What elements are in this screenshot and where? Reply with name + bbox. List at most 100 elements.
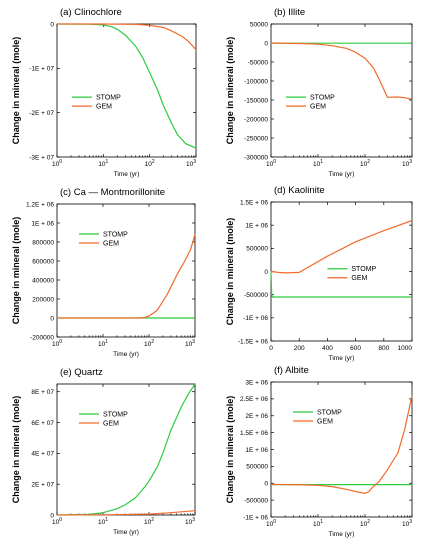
y-tick-label: -2E + 07 [29,110,54,117]
legend-label: GEM [96,104,112,111]
x-tick-label: 101 [98,517,108,526]
series-line-gem [270,42,413,100]
x-tick-label: 102 [145,159,155,168]
y-tick-label: -1E + 06 [243,315,268,322]
x-tick-label: 101 [313,519,323,528]
legend-label: GEM [351,275,367,282]
x-axis-label: Time (yr) [113,529,139,536]
y-tick-label: 4E + 07 [31,451,54,458]
y-tick-label: 0 [50,21,54,28]
x-axis-label: Time (yr) [329,355,355,362]
x-tick-label: 0 [269,345,273,352]
y-tick-label: 3E + 06 [245,379,268,386]
x-tick-label: 102 [144,517,154,526]
y-tick-label: -500000 [244,497,268,504]
y-axis-label: Change in mineral (mole) [225,396,235,504]
plot-frame [270,23,413,158]
series-line-gem [56,510,196,516]
legend-label: STOMP [317,409,342,416]
y-tick-label: 1.5E + 06 [240,199,268,206]
y-tick-label: 1E + 06 [245,447,268,454]
x-tick-label: 400 [322,345,333,352]
y-tick-label: 6E + 07 [31,420,54,427]
legend-label: STOMP [103,231,128,238]
x-tick-label: 100 [52,159,62,168]
x-tick-label: 100 [52,517,62,526]
y-axis-label: Change in mineral (mole) [11,396,21,504]
x-tick-label: 103 [402,159,412,168]
plot-frame [270,201,413,342]
x-tick-label: 200 [294,345,305,352]
y-tick-label: 2E + 06 [245,413,268,420]
x-tick-label: 102 [360,159,370,168]
series-line-gem [57,23,197,51]
y-tick-label: 500000 [246,464,268,471]
x-tick-label: 100 [266,519,276,528]
y-tick-label: -3E + 07 [29,154,54,161]
x-tick-label: 101 [313,159,323,168]
chart-title: (d) Kaolinite [274,185,325,196]
y-tick-label: -500000 [244,292,268,299]
y-tick-label: 50000 [250,21,268,28]
y-axis-label: Change in mineral (mole) [11,37,21,145]
y-tick-label: 0 [50,315,54,322]
series-line-gem [57,234,196,319]
legend: STOMP GEM [79,231,128,247]
legend-label: STOMP [351,266,376,273]
chart-title: (f) Albite [274,365,309,376]
legend-label: GEM [103,240,119,247]
x-tick-label: 101 [98,339,108,348]
x-tick-label: 101 [98,159,108,168]
legend-label: STOMP [103,411,128,418]
legend: STOMP GEM [72,95,121,111]
y-tick-label: 0 [50,512,54,519]
y-tick-label: -1E + 07 [29,66,54,73]
y-tick-label: 2E + 07 [31,481,54,488]
y-tick-label: 0 [264,269,268,276]
y-tick-label: -300000 [244,154,268,161]
x-tick-label: 600 [350,345,361,352]
y-tick-label: 0 [264,40,268,47]
y-axis-label: Change in mineral (mole) [225,218,235,326]
x-axis-label: Time (yr) [329,171,355,178]
series-line-stomp [270,271,412,298]
y-tick-label: 200000 [32,296,54,303]
chart-panel: (d) Kaolinite 1.5E + 06 1E + 06 500000 0 -500… [225,185,413,362]
y-tick-label: 1.2E + 06 [26,201,54,208]
y-tick-label: 0 [264,481,268,488]
y-tick-label: -250000 [244,135,268,142]
legend: STOMP GEM [286,95,335,111]
chart-title: (c) Ca — Montmorillonite [60,187,165,198]
plot-frame [56,383,196,516]
chart-panel: (c) Ca — Montmorillonite 1.2E + 06 1E + 06… [11,187,196,358]
series-line-stomp [56,23,197,149]
series-line-stomp [56,383,196,516]
y-tick-label: 800000 [32,239,54,246]
series-line-gem [270,219,413,274]
x-tick-label: 102 [360,519,370,528]
y-tick-label: -200000 [244,116,268,123]
chart-panel: (b) Illite 50000 0 -50000 -100000 -150000 -200… [225,7,413,178]
y-tick-label: -200000 [30,334,54,341]
legend-label: STOMP [96,95,121,102]
legend: STOMP GEM [79,411,128,427]
chart-panel: (f) Albite 3E + 06 2.5E + 06 2E + 06 1.5E + … [225,365,413,538]
chart-title: (e) Quartz [60,367,103,378]
y-tick-label: 1E + 06 [245,222,268,229]
legend: STOMP GEM [293,409,342,425]
legend-label: GEM [103,420,119,427]
x-tick-label: 100 [266,159,276,168]
y-tick-label: -150000 [244,97,268,104]
y-axis-label: Change in mineral (mole) [11,217,21,325]
legend: STOMP GEM [327,266,376,282]
chart-panel: (a) Clinochlore 0 -1E + 07 -2E + 07 -3E + 07… [11,7,197,178]
y-tick-label: 2.5E + 06 [240,396,268,403]
chart-title: (b) Illite [274,7,305,18]
y-tick-label: -1E + 06 [243,514,268,521]
plot-frame [56,203,196,338]
x-tick-label: 102 [144,339,154,348]
chart-title: (a) Clinochlore [60,7,122,18]
y-tick-label: -50000 [248,59,269,66]
y-tick-label: 600000 [32,258,54,265]
